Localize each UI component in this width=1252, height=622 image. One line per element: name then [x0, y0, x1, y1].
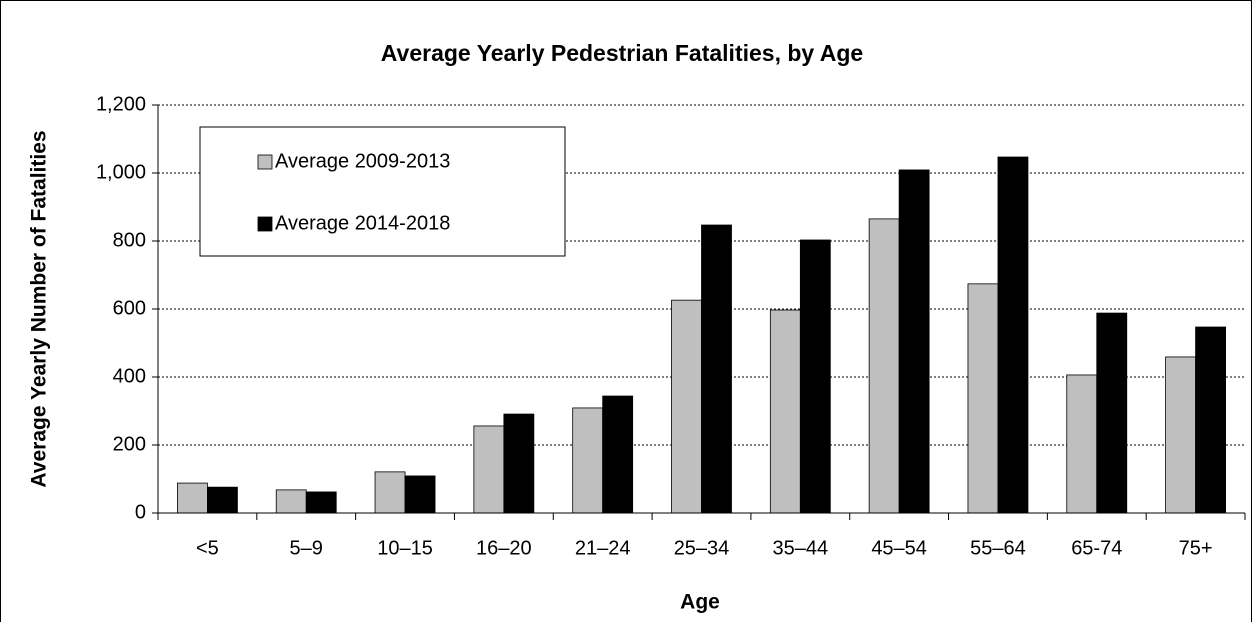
bar	[305, 491, 337, 514]
bar	[898, 169, 930, 514]
bar	[1066, 374, 1098, 514]
y-tick-label: 600	[113, 297, 146, 319]
chart-title: Average Yearly Pedestrian Fatalities, by…	[381, 40, 863, 66]
bar	[701, 224, 732, 514]
bar	[374, 471, 406, 514]
x-tick-label: 45–54	[871, 537, 927, 559]
y-axis-label: Average Yearly Number of Fatalities	[28, 130, 51, 487]
bar	[967, 283, 999, 514]
x-tick-label: 65-74	[1071, 537, 1122, 559]
bar	[602, 395, 634, 514]
x-tick-label: 35–44	[773, 537, 829, 559]
bar	[868, 218, 900, 514]
y-tick-label: 800	[113, 229, 146, 251]
bar	[275, 489, 307, 514]
y-tick-label: 400	[113, 365, 146, 387]
y-tick-label: 1,200	[96, 93, 146, 115]
x-tick-label: 10–15	[377, 537, 433, 559]
bar	[1165, 356, 1196, 514]
bar	[799, 239, 831, 514]
bar	[1195, 326, 1226, 514]
bar	[1096, 312, 1128, 514]
legend-label: Average 2014-2018	[275, 212, 450, 234]
bar	[473, 425, 505, 514]
y-tick-label: 200	[113, 433, 146, 455]
x-tick-label: 21–24	[575, 537, 631, 559]
y-tick-label: 0	[135, 501, 146, 523]
bar	[769, 309, 801, 514]
legend-box	[199, 126, 566, 257]
x-tick-label: 5–9	[290, 537, 323, 559]
bar	[503, 413, 535, 514]
x-axis-label: Age	[680, 591, 720, 614]
bar	[572, 407, 604, 514]
x-tick-label: 55–64	[970, 537, 1026, 559]
bar	[207, 486, 238, 514]
x-tick-label: 75+	[1179, 537, 1213, 559]
bar	[671, 299, 702, 514]
legend-swatch	[257, 216, 273, 232]
y-tick-label: 1,000	[96, 161, 146, 183]
x-tick-label: 25–34	[674, 537, 730, 559]
x-tick-label: 16–20	[476, 537, 532, 559]
bar	[997, 156, 1029, 514]
bar	[177, 482, 208, 514]
legend-label: Average 2009-2013	[275, 150, 450, 172]
bar	[404, 475, 436, 514]
legend-swatch	[257, 154, 273, 170]
x-tick-label: <5	[196, 537, 219, 559]
